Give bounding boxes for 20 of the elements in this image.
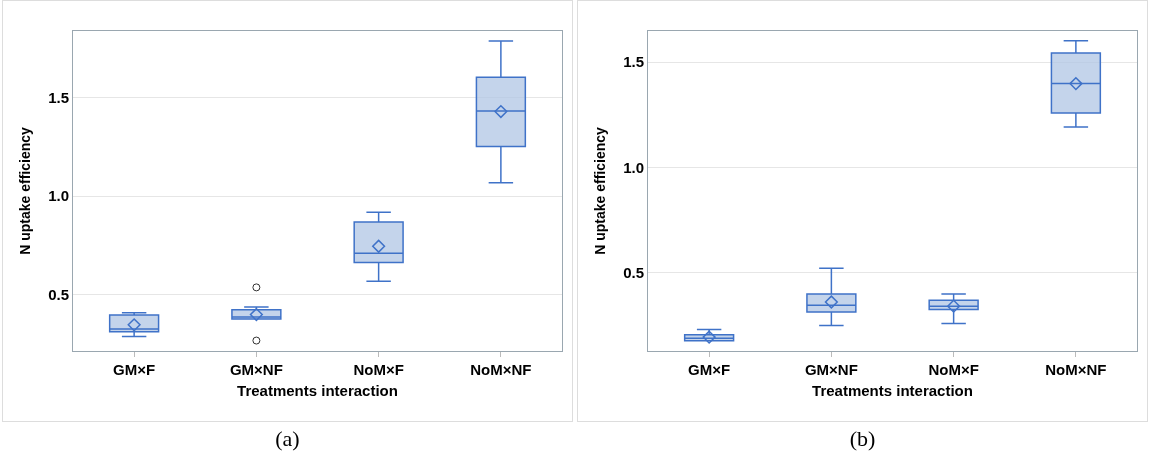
- y-tick-label: 0.5: [623, 263, 644, 281]
- y-axis-title: N uptake efficiency: [591, 126, 608, 255]
- x-axis-title: Treatments interaction: [237, 382, 398, 399]
- x-tick-label: GM×NF: [804, 361, 858, 378]
- x-tick-label: GM×F: [113, 361, 156, 378]
- x-tick-label: NoM×F: [353, 361, 404, 378]
- y-axis-title: N uptake efficiency: [16, 126, 33, 255]
- y-tick-label: 1.0: [48, 187, 69, 205]
- x-tick-label: GM×NF: [229, 361, 283, 378]
- x-tick-label: NoM×NF: [1045, 361, 1107, 378]
- y-tick-label: 1.5: [623, 53, 644, 71]
- x-tick-label: GM×F: [688, 361, 731, 378]
- y-tick-label: 1.0: [623, 158, 644, 176]
- y-tick-label: 1.5: [48, 89, 69, 107]
- x-tick-label: NoM×NF: [470, 361, 532, 378]
- x-axis-title: Treatments interaction: [812, 382, 973, 399]
- text: (a): [274, 426, 301, 452]
- x-tick-label: NoM×F: [928, 361, 979, 378]
- y-tick-label: 0.5: [48, 285, 69, 303]
- text: (b): [848, 426, 877, 452]
